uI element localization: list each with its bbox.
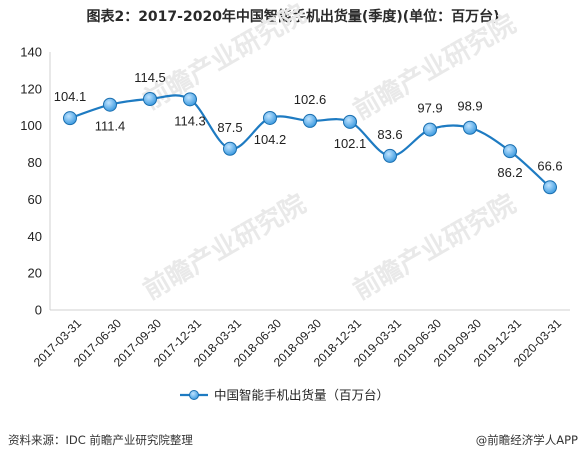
data-label: 114.5: [134, 70, 166, 85]
data-label: 104.2: [254, 132, 287, 147]
data-point: [383, 148, 397, 163]
data-points: [63, 91, 557, 195]
data-label: 87.5: [217, 120, 242, 135]
y-tick-label: 40: [28, 229, 42, 244]
data-label: 102.6: [294, 92, 327, 107]
legend-marker-icon: [189, 390, 199, 400]
y-tick-label: 60: [28, 192, 42, 207]
data-labels: 104.1 111.4 114.5 114.3 87.5 104.2 102.6 102.1 8…: [54, 70, 563, 180]
legend-label: 中国智能手机出货量（百万台）: [214, 388, 389, 403]
data-label: 104.1: [54, 89, 87, 104]
data-point: [263, 110, 277, 125]
y-tick-label: 0: [35, 303, 42, 318]
data-point: [463, 120, 477, 135]
y-tick-labels: 0 20 40 60 80 100 120 140: [20, 45, 42, 318]
y-tick-label: 140: [20, 45, 42, 60]
y-tick-label: 20: [28, 266, 42, 281]
data-label: 97.9: [417, 101, 442, 116]
data-label: 114.3: [174, 113, 206, 128]
watermark: 前瞻产业研究院: [138, 0, 311, 116]
y-tick-label: 120: [20, 81, 42, 96]
y-tick-label: 100: [20, 118, 42, 133]
data-point: [503, 144, 517, 159]
footer: 资料来源：IDC 前瞻产业研究院整理 @前瞻经济学人APP: [0, 428, 586, 454]
y-tick-label: 80: [28, 155, 42, 170]
data-point: [343, 114, 357, 129]
data-label: 86.2: [497, 165, 522, 180]
data-label: 83.6: [377, 127, 402, 142]
data-point: [303, 113, 317, 128]
data-point: [183, 92, 197, 107]
data-label: 111.4: [95, 119, 126, 134]
watermark: 前瞻产业研究院: [348, 188, 521, 306]
credit-note: @前瞻经济学人APP: [475, 433, 578, 447]
data-label: 98.9: [457, 99, 482, 114]
x-tick-labels: 2017-03-312017-06-302017-09-302017-12-31…: [31, 316, 565, 370]
data-label: 102.1: [334, 136, 367, 151]
legend: 中国智能手机出货量（百万台）: [180, 388, 389, 403]
data-point: [223, 141, 237, 156]
data-point: [143, 91, 157, 106]
watermarks: 前瞻产业研究院 前瞻产业研究院 前瞻产业研究院 前瞻产业研究院: [138, 0, 521, 306]
data-point: [423, 122, 437, 137]
data-point: [63, 111, 77, 126]
source-note: 资料来源：IDC 前瞻产业研究院整理: [8, 433, 193, 447]
watermark: 前瞻产业研究院: [138, 188, 311, 306]
chart-title: 图表2：2017-2020年中国智能手机出货量(季度)(单位：百万台): [86, 9, 500, 25]
data-point: [543, 180, 557, 195]
data-point: [103, 97, 117, 112]
data-label: 66.6: [537, 158, 562, 173]
